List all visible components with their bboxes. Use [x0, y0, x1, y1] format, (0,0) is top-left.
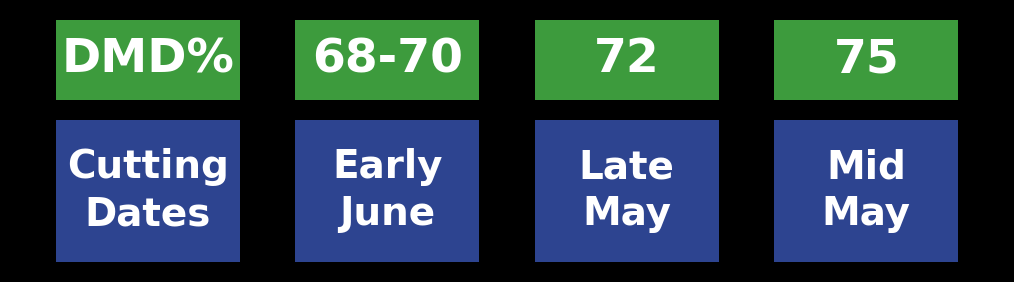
Bar — [775, 20, 958, 100]
Text: Mid
May: Mid May — [821, 148, 911, 233]
Bar — [295, 120, 480, 262]
Text: DMD%: DMD% — [61, 37, 234, 82]
Text: Cutting
Dates: Cutting Dates — [67, 148, 228, 233]
Bar — [56, 120, 239, 262]
Bar — [535, 20, 719, 100]
Text: 72: 72 — [594, 37, 660, 82]
Text: 75: 75 — [834, 37, 899, 82]
Bar — [535, 120, 719, 262]
Text: 68-70: 68-70 — [311, 37, 462, 82]
Bar — [775, 120, 958, 262]
Bar — [295, 20, 480, 100]
Text: Early
June: Early June — [332, 148, 442, 233]
Bar — [56, 20, 239, 100]
Text: Late
May: Late May — [579, 148, 674, 233]
